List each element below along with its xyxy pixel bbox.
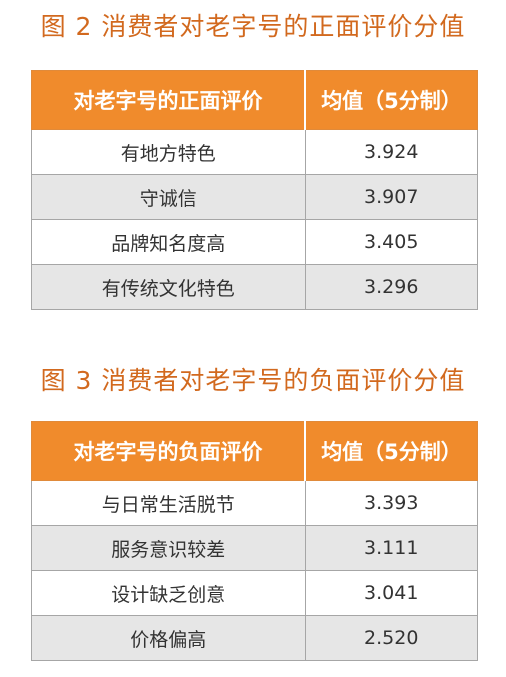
column-header-evaluation: 对老字号的正面评价: [31, 70, 306, 130]
row-value: 2.520: [304, 615, 478, 661]
table-row: 有传统文化特色 3.296: [31, 264, 478, 310]
table-row: 价格偏高 2.520: [31, 615, 478, 661]
row-label: 服务意识较差: [31, 525, 306, 571]
table-row: 守诚信 3.907: [31, 174, 478, 220]
row-label: 有地方特色: [31, 129, 306, 175]
row-label: 有传统文化特色: [31, 264, 306, 310]
table-row: 与日常生活脱节 3.393: [31, 480, 478, 526]
table-row: 品牌知名度高 3.405: [31, 219, 478, 265]
table-row: 有地方特色 3.924: [31, 129, 478, 175]
row-value: 3.296: [304, 264, 478, 310]
row-label: 设计缺乏创意: [31, 570, 306, 616]
row-label: 价格偏高: [31, 615, 306, 661]
row-label: 守诚信: [31, 174, 306, 220]
column-header-mean: 均值（5分制）: [304, 70, 478, 130]
column-header-mean: 均值（5分制）: [304, 421, 478, 481]
figure3-title: 图 3 消费者对老字号的负面评价分值: [40, 366, 466, 395]
row-value: 3.907: [304, 174, 478, 220]
figure2-title: 图 2 消费者对老字号的正面评价分值: [40, 12, 466, 41]
negative-evaluation-table: 对老字号的负面评价 均值（5分制） 与日常生活脱节 3.393 服务意识较差 3…: [31, 421, 478, 661]
row-value: 3.924: [304, 129, 478, 175]
table-row: 设计缺乏创意 3.041: [31, 570, 478, 616]
table-header-row: 对老字号的负面评价 均值（5分制）: [31, 421, 478, 481]
row-value: 3.111: [304, 525, 478, 571]
positive-evaluation-table: 对老字号的正面评价 均值（5分制） 有地方特色 3.924 守诚信 3.907 …: [31, 70, 478, 310]
row-label: 品牌知名度高: [31, 219, 306, 265]
row-value: 3.041: [304, 570, 478, 616]
table-row: 服务意识较差 3.111: [31, 525, 478, 571]
row-value: 3.393: [304, 480, 478, 526]
column-header-evaluation: 对老字号的负面评价: [31, 421, 306, 481]
row-value: 3.405: [304, 219, 478, 265]
table-header-row: 对老字号的正面评价 均值（5分制）: [31, 70, 478, 130]
row-label: 与日常生活脱节: [31, 480, 306, 526]
